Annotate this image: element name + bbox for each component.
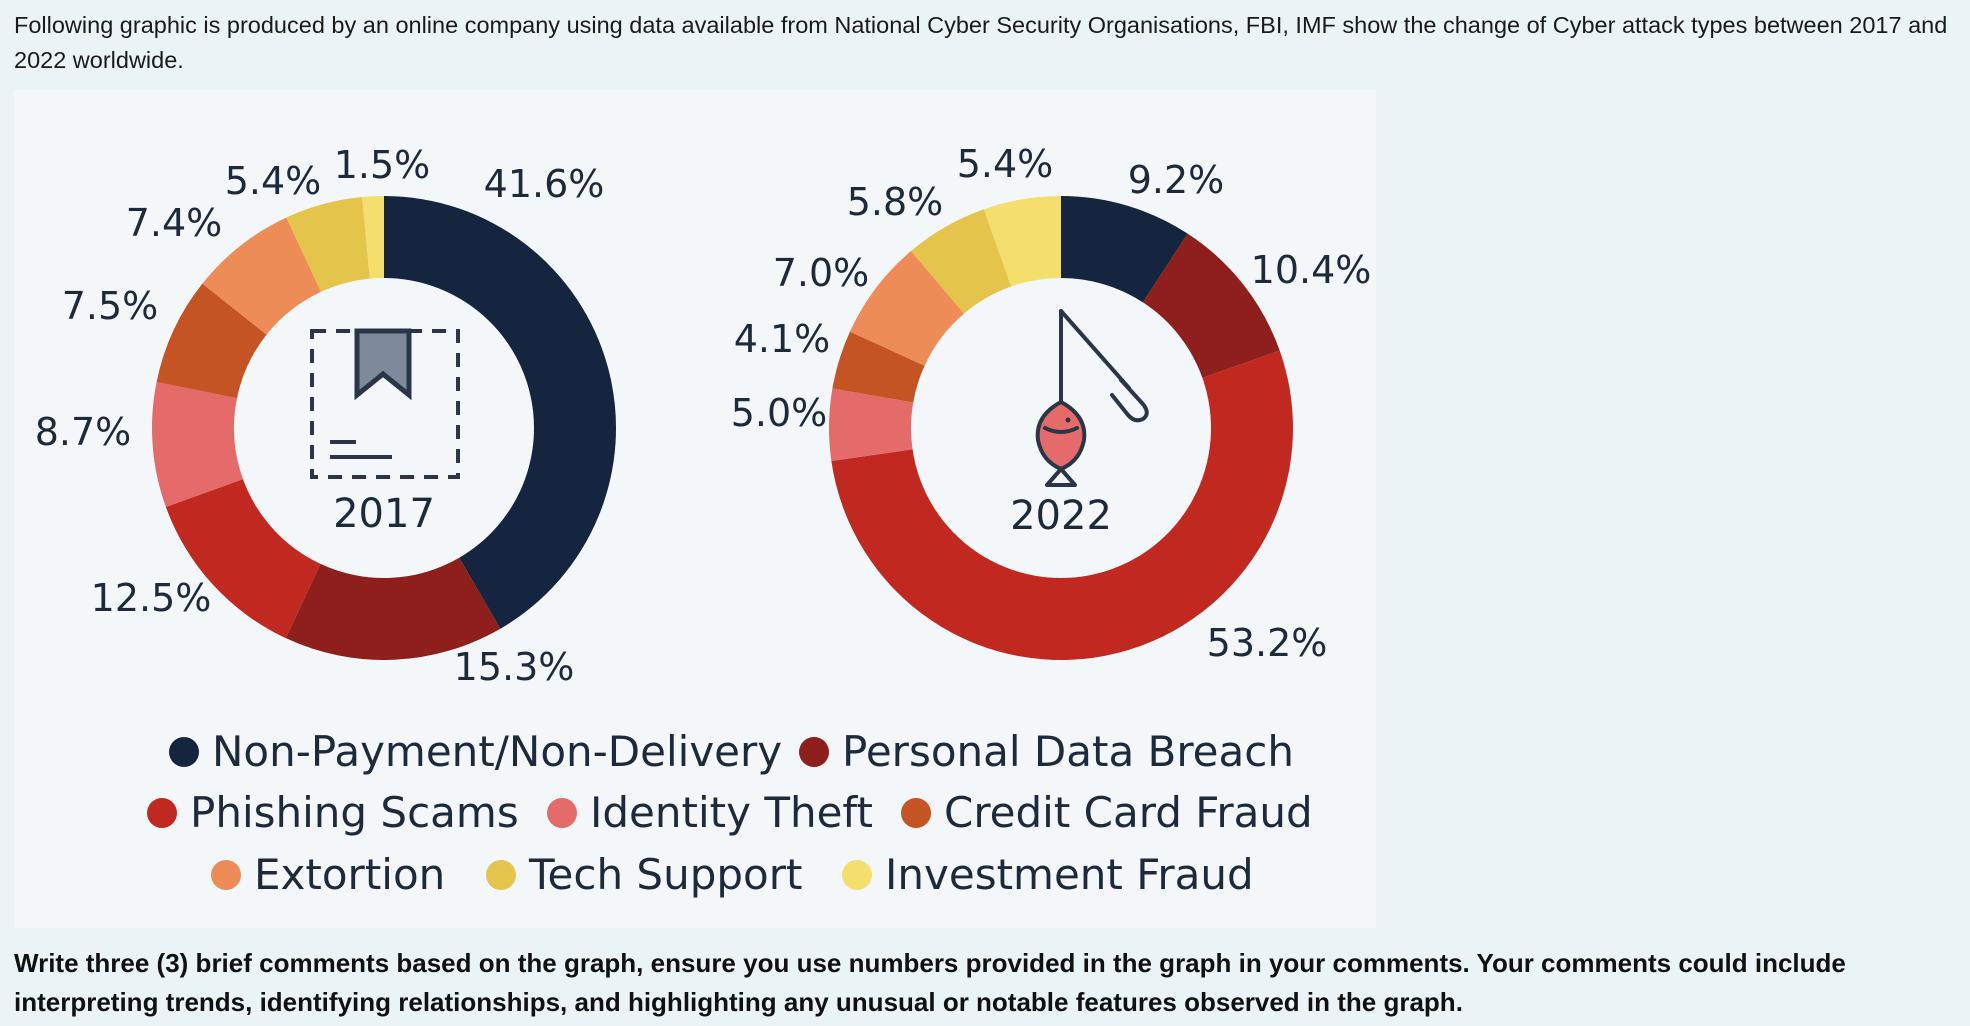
chart-figure: 2017 2022 41.6% 15.3% 12.5% 8.7% 7.5% 7.4% 5.4… (14, 90, 1376, 928)
intro-text: Following graphic is produced by an onli… (14, 12, 1948, 73)
data-label-2017-extortion: 7.4% (126, 201, 223, 245)
legend-marker-personal-data-breach (799, 737, 829, 767)
data-label-2017-investment-fraud: 1.5% (334, 143, 431, 187)
legend-marker-investment-fraud (842, 860, 872, 890)
legend-marker-credit-card-fraud (901, 798, 931, 828)
fishing-hook-fish-icon (1035, 309, 1149, 487)
slice-2017-extortion (202, 217, 321, 335)
donut-2022 (828, 196, 1294, 661)
slice-2022-identity-theft (828, 388, 914, 462)
slice-2017-personal-data-breach (285, 557, 501, 660)
chart-legend: Non-Payment/Non-Delivery Personal Data Br… (147, 727, 1313, 899)
legend-marker-phishing-scams (147, 798, 177, 828)
legend-marker-tech-support (486, 860, 516, 890)
legend-label-tech-support: Tech Support (528, 850, 802, 899)
slice-2017-non-payment-non-delivery (384, 196, 616, 629)
labels-2022: 9.2% 10.4% 53.2% 5.0% 4.1% 7.0% 5.8% 5.4% (731, 142, 1372, 665)
slice-2017-identity-theft (152, 381, 243, 508)
legend-label-identity-theft: Identity Theft (590, 788, 873, 837)
data-label-2017-personal-data-breach: 15.3% (454, 645, 575, 689)
data-label-2022-phishing-scams: 53.2% (1207, 621, 1328, 665)
legend-label-non-payment-non-delivery: Non-Payment/Non-Delivery (212, 727, 782, 776)
data-label-2017-credit-card-fraud: 7.5% (62, 284, 159, 328)
data-label-2022-identity-theft: 5.0% (731, 391, 828, 435)
slice-2022-non-payment-non-delivery (1061, 196, 1188, 303)
data-label-2017-tech-support: 5.4% (225, 159, 322, 203)
slice-2022-credit-card-fraud (832, 331, 925, 403)
legend-marker-non-payment-non-delivery (169, 737, 199, 767)
legend-label-phishing-scams: Phishing Scams (190, 788, 519, 837)
data-label-2017-identity-theft: 8.7% (35, 410, 132, 454)
year-label-2017: 2017 (333, 491, 435, 537)
slice-2017-phishing-scams (165, 479, 321, 639)
slice-2017-credit-card-fraud (156, 283, 267, 399)
data-label-2022-personal-data-breach: 10.4% (1251, 248, 1372, 292)
slice-2022-investment-fraud (983, 196, 1061, 287)
data-label-2022-non-payment-non-delivery: 9.2% (1128, 158, 1225, 202)
legend-marker-identity-theft (547, 798, 577, 828)
slice-2022-tech-support (911, 209, 1012, 314)
year-label-2022: 2022 (1010, 493, 1112, 539)
question-text: Write three (3) brief comments based on … (14, 948, 1846, 1017)
legend-label-extortion: Extortion (254, 850, 445, 899)
legend-marker-extortion (211, 860, 241, 890)
slice-2017-tech-support (286, 197, 370, 292)
data-label-2017-phishing-scams: 12.5% (91, 576, 212, 620)
document-bookmark-icon (310, 328, 460, 479)
slice-2022-phishing-scams (831, 350, 1294, 661)
slice-2022-extortion (849, 251, 965, 366)
data-label-2022-tech-support: 5.8% (847, 180, 944, 224)
legend-label-credit-card-fraud: Credit Card Fraud (944, 788, 1313, 837)
slice-2017-investment-fraud (362, 196, 384, 279)
donut-2017 (152, 196, 616, 660)
data-label-2022-credit-card-fraud: 4.1% (734, 317, 831, 361)
slice-2022-personal-data-breach (1142, 233, 1280, 378)
legend-label-personal-data-breach: Personal Data Breach (842, 727, 1294, 776)
legend-label-investment-fraud: Investment Fraud (885, 850, 1254, 899)
data-label-2022-extortion: 7.0% (773, 251, 870, 295)
data-label-2017-non-payment-non-delivery: 41.6% (484, 162, 605, 206)
labels-2017: 41.6% 15.3% 12.5% 8.7% 7.5% 7.4%5.4% 1.5% (35, 143, 605, 689)
donut-chart: 2017 2022 41.6%15.3%12.5%8.7%7.5%7.4%5.4… (35, 142, 1372, 899)
data-label-2022-investment-fraud: 5.4% (957, 142, 1054, 186)
